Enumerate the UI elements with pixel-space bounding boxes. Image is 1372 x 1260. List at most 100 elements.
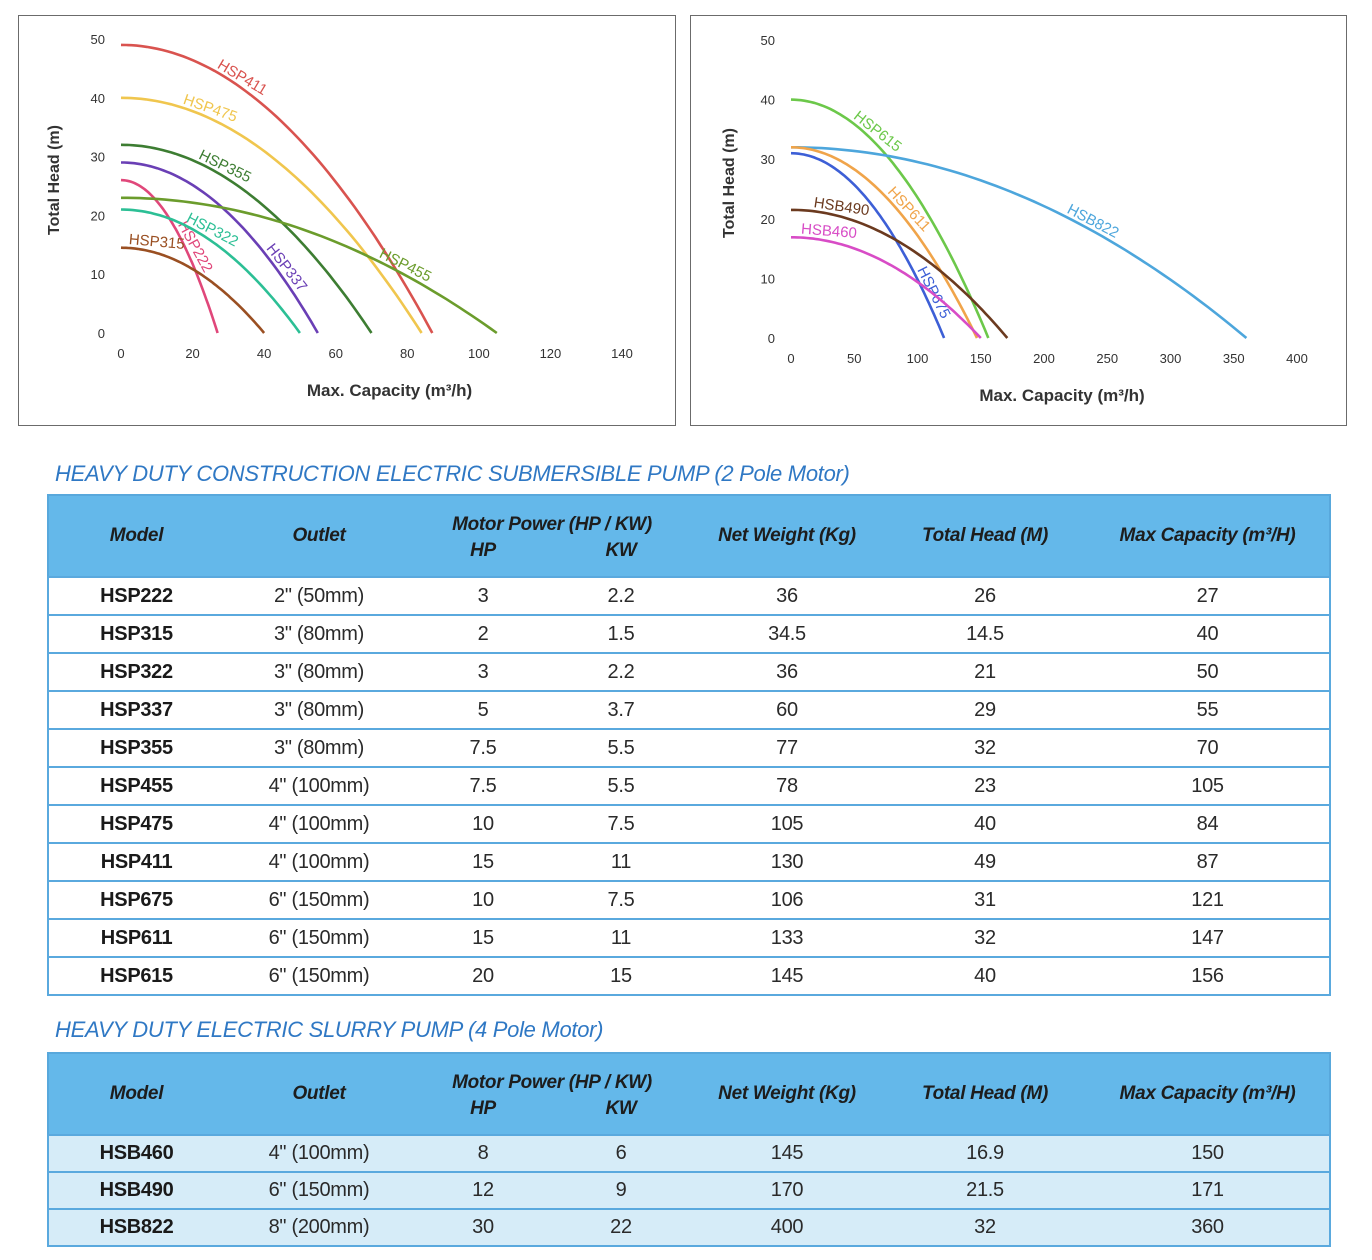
cell-hp: 2 — [414, 614, 552, 654]
col-header-motor-power: Motor Power (HP / KW) — [414, 495, 690, 538]
cell-hp: 30 — [414, 1208, 552, 1247]
col-header-model: Model — [48, 1053, 224, 1135]
cell-model: HSP322 — [47, 652, 224, 692]
cell-model: HSB460 — [47, 1134, 224, 1173]
chart-canvas-large: 0 10 20 30 40 50 0 50 100 150 200 250 300 350 400 Max. … — [721, 33, 1308, 405]
x-axis-label: Max. Capacity (m³/h) — [979, 386, 1144, 405]
cell-kw: 5.5 — [552, 766, 690, 806]
series-line-hsp475 — [120, 96, 423, 334]
col-header-hp: HP — [414, 1096, 552, 1135]
cell-hp: 3 — [414, 576, 552, 616]
series-line-hsp337 — [121, 161, 319, 334]
table-row: HSP411 4" (100mm) 15 11 130 49 87 — [47, 842, 1331, 882]
cell-model: HSP355 — [47, 728, 224, 768]
series-line-hsp355 — [120, 143, 373, 334]
y-tick-label: 50 — [761, 33, 775, 48]
cell-kw: 3.7 — [552, 690, 690, 730]
col-header-total-head: Total Head (M) — [884, 1053, 1086, 1135]
cell-hp: 7.5 — [414, 766, 552, 806]
col-header-model: Model — [48, 495, 224, 577]
series-line-hsp315 — [120, 246, 266, 334]
table-row: HSP455 4" (100mm) 7.5 5.5 78 23 105 — [47, 766, 1331, 806]
y-axis-label: Total Head (m) — [46, 125, 63, 235]
cell-max-capacity: 87 — [1086, 842, 1331, 882]
series-label-hsp475: HSP475 — [181, 91, 239, 126]
col-header-net-weight: Net Weight (Kg) — [690, 1053, 884, 1135]
cell-hp: 8 — [414, 1134, 552, 1173]
cell-net-weight: 36 — [690, 652, 884, 692]
cell-kw: 15 — [552, 956, 690, 996]
cell-net-weight: 34.5 — [690, 614, 884, 654]
cell-net-weight: 145 — [690, 956, 884, 996]
table-row: HSP322 3" (80mm) 3 2.2 36 21 50 — [47, 652, 1331, 692]
x-tick-label: 100 — [468, 346, 490, 361]
cell-outlet: 3" (80mm) — [224, 614, 414, 654]
col-header-max-capacity: Max Capacity (m³/H) — [1086, 495, 1330, 577]
x-tick-label: 40 — [257, 346, 271, 361]
cell-max-capacity: 150 — [1086, 1134, 1331, 1173]
cell-outlet: 4" (100mm) — [224, 766, 414, 806]
col-header-kw: KW — [552, 538, 690, 577]
table-row: HSP675 6" (150mm) 10 7.5 106 31 121 — [47, 880, 1331, 920]
cell-hp: 20 — [414, 956, 552, 996]
y-tick-label: 10 — [91, 267, 105, 282]
cell-total-head: 29 — [884, 690, 1086, 730]
cell-kw: 9 — [552, 1171, 690, 1210]
x-tick-label: 250 — [1096, 351, 1118, 366]
x-tick-label: 20 — [185, 346, 199, 361]
cell-kw: 22 — [552, 1208, 690, 1247]
cell-outlet: 3" (80mm) — [224, 728, 414, 768]
cell-max-capacity: 40 — [1086, 614, 1331, 654]
cell-total-head: 32 — [884, 918, 1086, 958]
cell-total-head: 21.5 — [884, 1171, 1086, 1210]
table-row: HSP611 6" (150mm) 15 11 133 32 147 — [47, 918, 1331, 958]
cell-total-head: 32 — [884, 728, 1086, 768]
cell-hp: 12 — [414, 1171, 552, 1210]
y-tick-label: 30 — [761, 152, 775, 167]
cell-outlet: 4" (100mm) — [224, 804, 414, 844]
cell-max-capacity: 156 — [1086, 956, 1331, 996]
col-header-motor-power: Motor Power (HP / KW) — [414, 1053, 690, 1096]
table-body-slurry: HSB460 4" (100mm) 8 6 145 16.9 150 HSB490 6" (15… — [47, 1134, 1331, 1247]
cell-kw: 2.2 — [552, 652, 690, 692]
col-header-total-head: Total Head (M) — [884, 495, 1086, 577]
spec-table-slurry: Model Outlet Motor Power (HP / KW) Net W… — [47, 1052, 1331, 1247]
cell-max-capacity: 55 — [1086, 690, 1331, 730]
cell-model: HSP337 — [47, 690, 224, 730]
series-line-hsp322 — [120, 208, 301, 334]
cell-max-capacity: 84 — [1086, 804, 1331, 844]
cell-net-weight: 105 — [690, 804, 884, 844]
y-tick-label: 50 — [91, 32, 105, 47]
table-row: HSB460 4" (100mm) 8 6 145 16.9 150 — [47, 1134, 1331, 1173]
series-line-hsb822 — [791, 146, 1248, 340]
cell-hp: 15 — [414, 918, 552, 958]
cell-net-weight: 400 — [690, 1208, 884, 1247]
cell-outlet: 6" (150mm) — [224, 1171, 414, 1210]
y-tick-label: 0 — [768, 331, 775, 346]
cell-total-head: 49 — [884, 842, 1086, 882]
x-tick-label: 80 — [400, 346, 414, 361]
series-line-hsb490 — [791, 208, 1009, 339]
cell-net-weight: 78 — [690, 766, 884, 806]
cell-hp: 10 — [414, 880, 552, 920]
y-tick-label: 20 — [91, 208, 105, 223]
cell-net-weight: 77 — [690, 728, 884, 768]
table-row: HSB490 6" (150mm) 12 9 170 21.5 171 — [47, 1171, 1331, 1210]
performance-chart-2pole: 0 10 20 30 40 50 0 20 40 60 80 100 120 140 Max. Capaci… — [18, 15, 676, 426]
y-tick-label: 20 — [761, 212, 775, 227]
table-row: HSB822 8" (200mm) 30 22 400 32 360 — [47, 1208, 1331, 1247]
table-row: HSP475 4" (100mm) 10 7.5 105 40 84 — [47, 804, 1331, 844]
col-header-max-capacity: Max Capacity (m³/H) — [1086, 1053, 1330, 1135]
cell-model: HSP675 — [47, 880, 224, 920]
series-label-hsp337: HSP337 — [263, 240, 311, 295]
cell-kw: 11 — [552, 842, 690, 882]
cell-hp: 15 — [414, 842, 552, 882]
cell-total-head: 31 — [884, 880, 1086, 920]
cell-net-weight: 106 — [690, 880, 884, 920]
series-line-hsp411 — [120, 43, 434, 334]
series-line-hsp611 — [791, 146, 979, 339]
cell-total-head: 26 — [884, 576, 1086, 616]
cell-max-capacity: 147 — [1086, 918, 1331, 958]
x-tick-label: 300 — [1160, 351, 1182, 366]
series-label-hsp315: HSP315 — [128, 231, 185, 253]
